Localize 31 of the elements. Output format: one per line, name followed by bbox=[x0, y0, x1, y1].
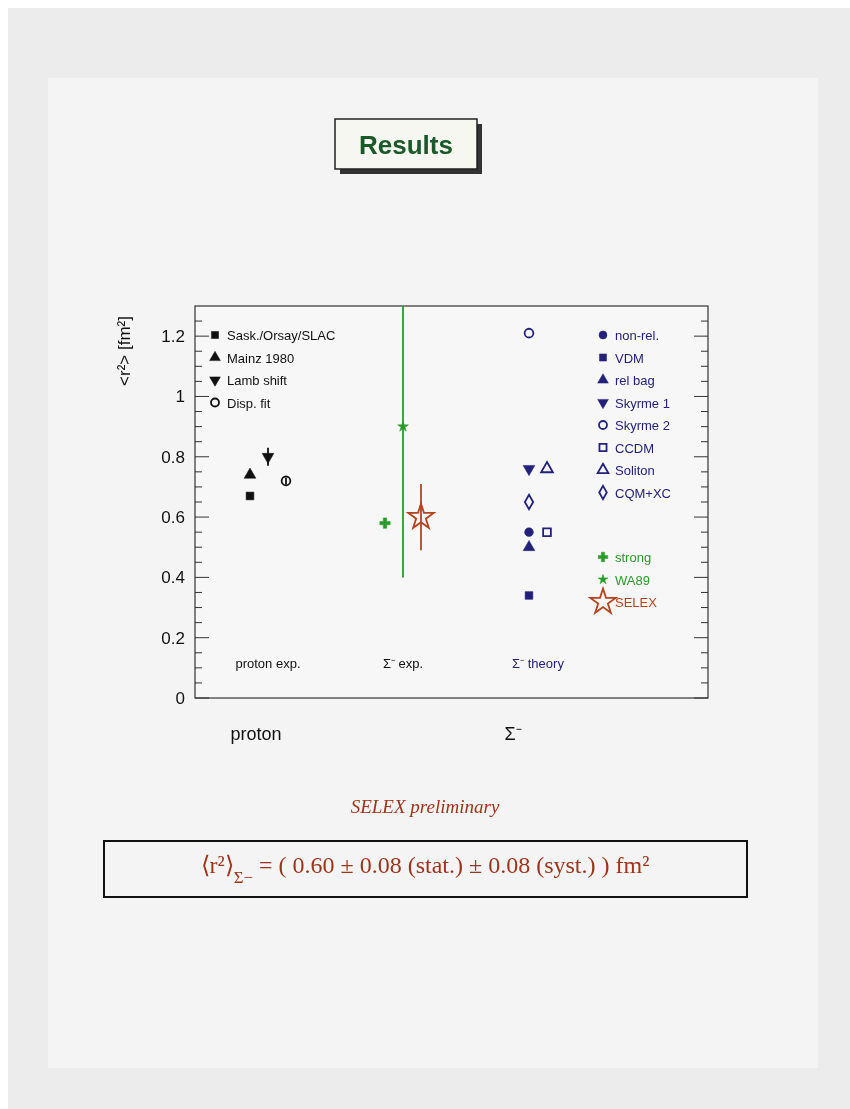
legend-label: Skyrme 2 bbox=[615, 418, 670, 433]
y-tick-label: 0 bbox=[175, 689, 185, 708]
legend-label: WA89 bbox=[615, 572, 650, 588]
legend-label: CCDM bbox=[615, 440, 654, 456]
legend-label: Lamb shift bbox=[227, 373, 288, 388]
legend-label: CQM+XC bbox=[615, 485, 671, 501]
x-tick-label: Σ⁻ exp. bbox=[382, 656, 424, 671]
text: ⟨r²⟩$_{Σ−}$ = ( 0.60 ± 0.08 (stat.) ± 0.08 (syst.) ) fm² bbox=[200, 852, 650, 887]
legend-label: Sask./Orsay/SLAC bbox=[227, 328, 336, 343]
y-tick-label: 1 bbox=[175, 387, 185, 407]
text: proton bbox=[230, 724, 282, 744]
legend-label: non-rel. bbox=[615, 328, 660, 343]
y-tick-label: 0.4 bbox=[161, 568, 185, 588]
x-tick-label: Σ⁻ theory bbox=[512, 656, 565, 671]
y-tick-label: 1.2 bbox=[161, 327, 185, 347]
legend-label: Soliton bbox=[615, 463, 655, 478]
legend-label: rel bag bbox=[615, 373, 655, 388]
legend-label: Disp. fit bbox=[227, 395, 271, 411]
text: SELEX preliminary bbox=[350, 796, 500, 817]
legend-label: SELEX bbox=[615, 595, 658, 610]
y-axis-title: <r²> [fm²] bbox=[115, 316, 134, 386]
x-tick-label: proton exp. bbox=[235, 656, 301, 671]
legend-label: Mainz 1980 bbox=[227, 350, 295, 366]
legend-label: VDM bbox=[615, 350, 644, 366]
text: Σ⁻ bbox=[504, 724, 522, 744]
chart-title: Results bbox=[359, 130, 453, 160]
y-tick-label: 0.8 bbox=[161, 447, 185, 467]
y-tick-label: 0.6 bbox=[161, 508, 185, 528]
legend-label: Skyrme 1 bbox=[615, 395, 670, 411]
y-tick-label: 0.2 bbox=[161, 628, 185, 648]
legend-label: strong bbox=[615, 550, 652, 565]
